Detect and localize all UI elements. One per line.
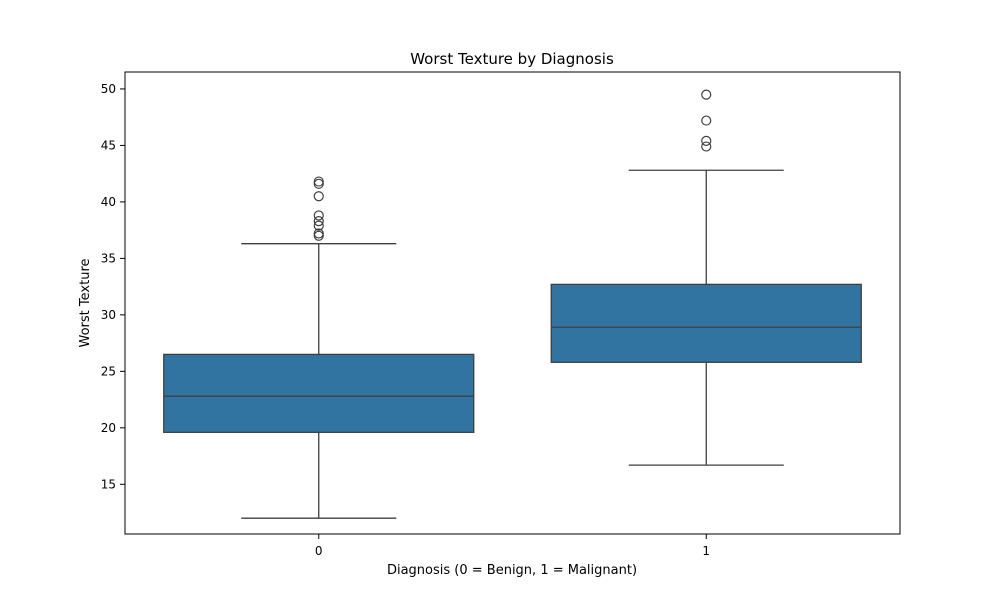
y-tick-label: 35	[101, 251, 116, 265]
chart-title: Worst Texture by Diagnosis	[410, 50, 614, 68]
outlier-point	[701, 89, 712, 100]
y-tick-label: 50	[101, 82, 116, 96]
outlier-point	[313, 228, 324, 239]
iqr-box	[550, 283, 862, 363]
iqr-box	[163, 353, 475, 433]
x-axis-label: Diagnosis (0 = Benign, 1 = Malignant)	[387, 563, 637, 578]
outlier-point	[313, 178, 324, 189]
y-tick-label: 20	[101, 421, 116, 435]
outlier-point	[313, 230, 324, 241]
plot-area: 15 20 25 30 35 40 45 50 0 1	[101, 71, 901, 558]
outlier-point	[701, 141, 712, 152]
y-tick-label: 25	[101, 364, 116, 378]
y-tick-label: 15	[101, 477, 116, 491]
outlier-point	[313, 216, 324, 227]
x-tick-label: 1	[702, 544, 710, 558]
outlier-point	[313, 220, 324, 231]
outlier-point	[701, 115, 712, 126]
outlier-point	[313, 176, 324, 187]
plot-frame	[124, 71, 901, 535]
y-axis-label: Worst Texture	[78, 259, 93, 348]
outlier-point	[313, 210, 324, 221]
y-tick-label: 45	[101, 138, 116, 152]
outlier-point	[701, 135, 712, 147]
y-tick-label: 40	[101, 195, 116, 209]
y-tick-label: 30	[101, 308, 116, 322]
outlier-point	[313, 191, 324, 202]
x-tick-label: 0	[315, 544, 323, 558]
